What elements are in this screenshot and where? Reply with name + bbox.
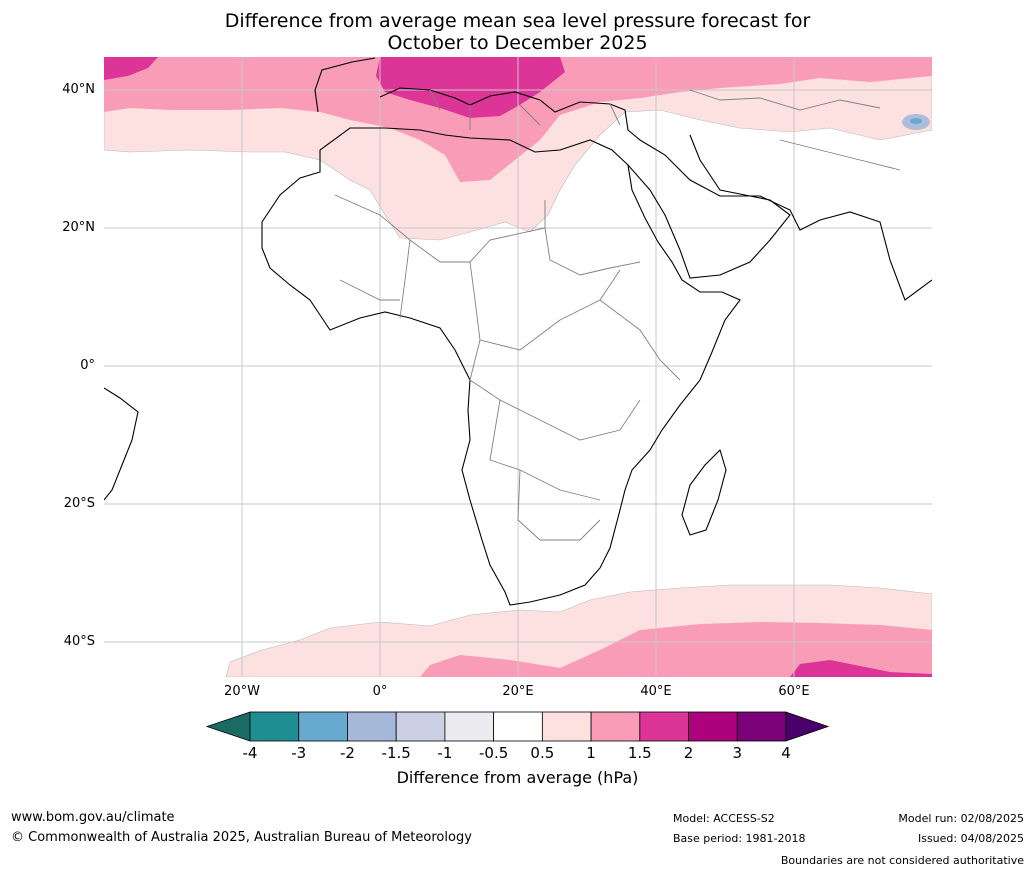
arabian-coastline xyxy=(627,134,791,279)
lon-label-60e: 60°E xyxy=(778,684,810,699)
colorbar-tick-label: -0.5 xyxy=(478,744,509,762)
colorbar-tick-label: 4 xyxy=(781,744,791,762)
colorbar-tick-label: 1.5 xyxy=(627,744,652,762)
colorbar-segment xyxy=(347,711,397,742)
colorbar-tick-label: 2 xyxy=(683,744,694,762)
colorbar-arrow-high xyxy=(785,711,830,742)
lat-label-20n: 20°N xyxy=(62,220,95,235)
colorbar-segment xyxy=(736,711,787,742)
footer-disclaimer: Boundaries are not considered authoritat… xyxy=(780,854,1024,867)
colorbar-tick-label: -4 xyxy=(242,744,258,762)
colorbar-segment xyxy=(688,711,738,742)
anomaly-south-strong xyxy=(790,660,932,677)
colorbar-segment xyxy=(639,711,689,742)
south-america-coast xyxy=(104,387,139,501)
footer-copyright: © Commonwealth of Australia 2025, Austra… xyxy=(11,830,472,845)
anomaly-south-medium xyxy=(420,622,932,677)
lon-label-0: 0° xyxy=(372,684,388,699)
colorbar-segment xyxy=(590,711,641,742)
title-line-1: Difference from average mean sea level p… xyxy=(224,10,811,32)
footer-model-run: Model run: 02/08/2025 xyxy=(898,812,1024,825)
anomaly-northwest-strong xyxy=(104,57,158,80)
lon-label-40e: 40°E xyxy=(640,684,672,699)
graticule xyxy=(104,57,932,677)
footer-issued: Issued: 04/08/2025 xyxy=(917,832,1024,845)
anomaly-negative-core xyxy=(910,118,922,124)
colorbar-segment xyxy=(493,711,543,742)
colorbar-tick-label: -1.5 xyxy=(381,744,411,762)
title-line-2: October to December 2025 xyxy=(387,32,648,54)
footer-url[interactable]: www.bom.gov.au/climate xyxy=(11,810,175,825)
colorbar-segment xyxy=(249,711,300,742)
colorbar-tick-label: 0.5 xyxy=(530,744,555,762)
lon-label-20e: 20°E xyxy=(502,684,534,699)
africa-coastline xyxy=(261,127,741,606)
colorbar-tick-label: -2 xyxy=(339,744,355,762)
lon-label-20w: 20°W xyxy=(224,684,260,699)
country-borders xyxy=(334,89,901,541)
footer-model: Model: ACCESS-S2 xyxy=(673,812,775,825)
colorbar-arrow-low xyxy=(205,711,251,742)
colorbar-tick-label: 3 xyxy=(732,744,743,762)
eurasia-coastline xyxy=(314,57,932,301)
lat-label-20s: 20°S xyxy=(63,496,95,511)
colorbar-segment xyxy=(298,711,348,742)
lat-label-0: 0° xyxy=(80,358,95,373)
chart-title: Difference from average mean sea level p… xyxy=(0,10,1035,54)
madagascar xyxy=(681,448,727,536)
colorbar-segment xyxy=(541,711,592,742)
lat-label-40s: 40°S xyxy=(63,634,95,649)
footer-base-period: Base period: 1981-2018 xyxy=(673,832,806,845)
colorbar-label: Difference from average (hPa) xyxy=(396,768,639,787)
colorbar-tick-label: 1 xyxy=(586,744,596,762)
colorbar-segment xyxy=(444,711,495,742)
lat-label-40n: 40°N xyxy=(62,82,95,97)
colorbar-tick-label: -1 xyxy=(437,744,453,762)
colorbar-tick-label: -3 xyxy=(291,744,307,762)
colorbar-segment xyxy=(395,711,446,742)
